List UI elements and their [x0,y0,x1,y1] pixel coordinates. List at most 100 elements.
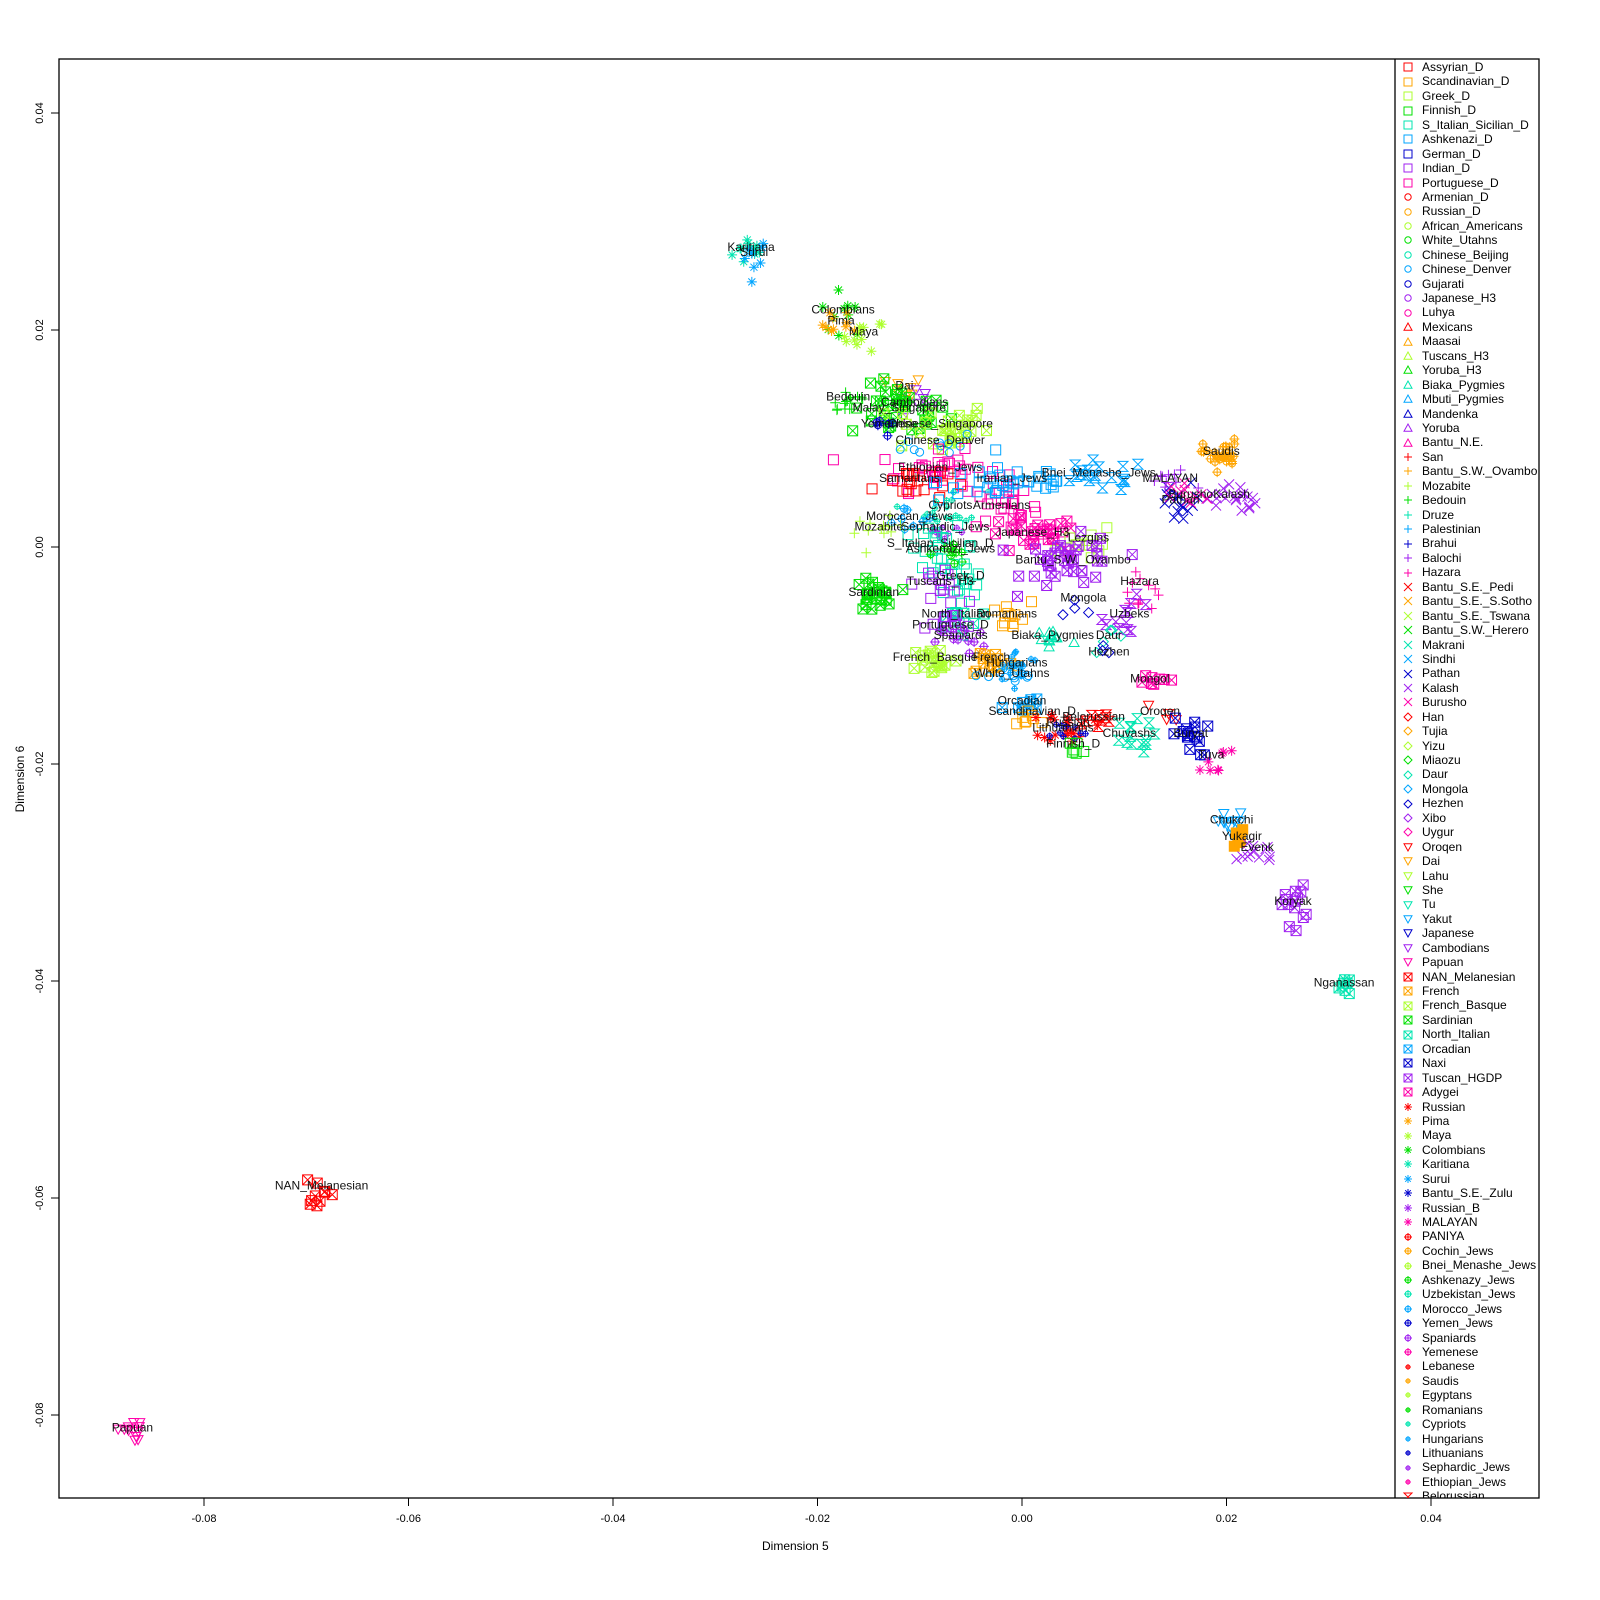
legend-symbol-icon [1404,1174,1412,1183]
legend-symbol-icon [1403,134,1413,144]
legend-label: Mongola [1422,781,1469,796]
data-point [1052,721,1060,729]
data-point [854,516,865,527]
data-point [1047,474,1059,486]
data-point [1164,491,1176,503]
data-point [1070,544,1082,556]
legend-item: Russian_B [1396,1201,1538,1215]
data-point [1085,552,1097,564]
legend-symbol-icon [1403,62,1413,72]
legend-item: Maya [1396,1128,1538,1142]
data-point [1025,694,1037,706]
data-point [1031,656,1039,664]
data-point [1078,745,1090,757]
legend-item: Lahu [1396,869,1538,883]
legend-label: MALAYAN [1422,1215,1478,1229]
data-point [1126,549,1138,561]
data-point [1122,587,1133,598]
data-point [1161,477,1172,488]
data-point [1217,483,1229,494]
cluster-label: Bedouin [826,390,870,404]
data-point [883,598,895,610]
data-point [1022,672,1032,682]
data-point [1121,624,1134,636]
legend-symbol-icon [1404,1275,1412,1284]
legend-item: Spaniards [1396,1331,1538,1345]
legend-symbol-icon [1405,1479,1411,1485]
data-point [1117,473,1131,485]
data-point [1150,583,1161,594]
cluster-label: Spaniards [934,628,988,642]
data-point [130,1432,142,1443]
cluster-label: Maya [849,324,879,338]
data-point [1201,493,1212,504]
data-point [927,478,939,490]
data-point [971,486,983,498]
y-tick-label: -0.06 [34,1185,46,1210]
data-point [1025,596,1037,608]
data-point [1264,851,1276,863]
legend-label: North_Italian [1422,1027,1491,1042]
legend-label: Cypriots [1422,1417,1467,1432]
data-point [1142,717,1156,729]
legend-label: Surui [1422,1171,1451,1186]
data-point [1000,601,1012,613]
data-point [1220,441,1231,452]
data-point [1235,481,1246,493]
data-point [754,247,765,258]
legend-item: Finnish_D [1396,103,1538,117]
data-point [1002,607,1014,619]
data-point [1140,670,1152,682]
legend-label: Romanians [1422,1402,1483,1417]
cluster-label: French [973,650,1010,664]
data-point [924,512,935,523]
y-tick-label: 0.02 [34,319,46,340]
data-point [1210,500,1222,511]
data-point [895,444,905,454]
legend-symbol-icon [1404,453,1412,462]
legend-symbol-icon [1403,178,1413,188]
legend-symbol-icon [1403,857,1413,867]
legend-symbol-icon [1404,525,1412,534]
cluster-label: North_Italian [922,607,990,621]
data-point [1127,577,1138,588]
data-point [915,447,925,457]
legend-item: MALAYAN [1396,1215,1538,1229]
cluster-label: Ashkenazi_Jews [906,541,995,555]
legend-item: Russian_D [1396,204,1538,218]
data-point [1159,498,1171,509]
cluster-label: Orcadian [998,693,1047,707]
data-point [883,418,894,429]
data-point [934,625,945,636]
data-point [1212,467,1223,478]
data-point [852,391,863,402]
data-point [893,503,901,511]
data-point [854,322,865,333]
data-point [947,482,959,494]
legend-symbol-icon [1403,986,1413,996]
data-point [937,587,949,599]
legend-symbol-icon [1404,280,1412,288]
cluster-label: White_Utahns [974,666,1049,680]
legend-item: Yemen_Jews [1396,1316,1538,1330]
legend-item: Sindhi [1396,652,1538,666]
data-point [883,521,894,532]
data-point [1234,816,1247,827]
legend-item: San [1396,450,1538,464]
data-point [845,393,856,404]
cluster-label: Pathan [1161,493,1199,507]
data-point [758,238,769,249]
legend-symbol-icon [1404,1304,1412,1313]
data-point [948,466,960,478]
data-point [888,473,900,485]
cluster-label: Surui [740,245,768,259]
data-point [880,587,892,599]
data-point [937,401,949,413]
legend-item: Russian [1396,1100,1538,1114]
legend-symbol-icon [1405,1407,1411,1413]
data-point [746,276,757,287]
legend-item: Bantu_S.E._Zulu [1396,1186,1538,1200]
data-point [1343,988,1355,1000]
data-point [1237,851,1248,862]
legend-label: Miaozu [1422,753,1461,767]
